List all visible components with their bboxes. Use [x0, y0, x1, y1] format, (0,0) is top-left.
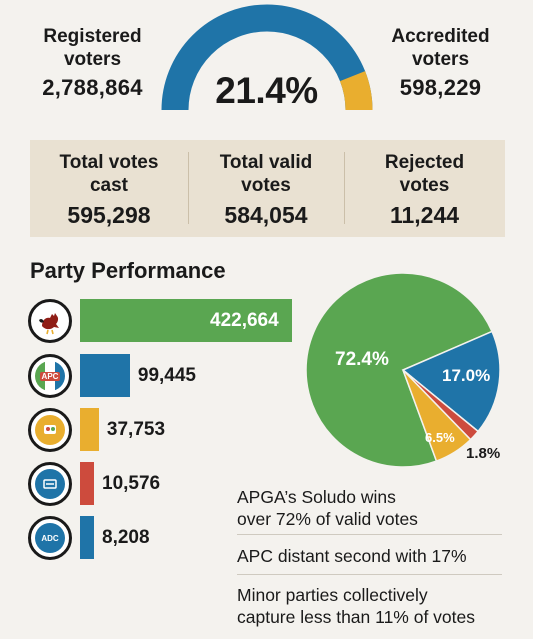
turnout-percent: 21.4%	[215, 70, 318, 111]
gauge-track	[161, 4, 373, 111]
bar-value-label: 37,753	[106, 419, 166, 440]
bar	[80, 516, 94, 559]
accredited-voters-value: 598,229	[399, 75, 482, 100]
band-divider	[344, 152, 345, 224]
section-title: Party Performance	[30, 258, 226, 283]
party-logo-mark	[43, 479, 57, 489]
totals-band: Total votes cast 595,298 Total valid vot…	[30, 140, 505, 237]
total-valid-votes: Total valid votes 584,054	[188, 140, 344, 237]
pie-slice	[401, 330, 501, 433]
total-valid-votes-value: 584,054	[224, 202, 308, 228]
bar	[80, 354, 130, 397]
bar	[80, 408, 99, 451]
accredited-voters-label: Accredited voters	[391, 26, 490, 70]
total-votes-cast-value: 595,298	[67, 202, 151, 228]
adc-logo-text: ADC	[41, 533, 59, 543]
pie-slice	[305, 272, 494, 468]
rooster-icon-shape	[39, 313, 59, 335]
party-logo-icon	[28, 462, 72, 506]
apc-logo-icon: APC	[28, 354, 72, 398]
bar-value-label: 8,208	[102, 527, 150, 548]
rooster-icon	[28, 299, 72, 343]
turnout-gauge	[161, 4, 373, 111]
vote-share-pie	[305, 272, 501, 468]
rejected-votes-label: Rejected votes	[384, 152, 465, 196]
registered-voters: Registered voters 2,788,864	[25, 25, 160, 101]
pie-label: 17.0%	[442, 366, 491, 385]
rejected-votes: Rejected votes 11,244	[344, 140, 505, 237]
pie-label: 1.8%	[466, 445, 501, 462]
total-votes-cast-label: Total votes cast	[59, 152, 159, 196]
pie-label: 72.4%	[335, 349, 389, 370]
bar	[80, 299, 292, 342]
note-divider	[237, 534, 502, 535]
total-votes-cast: Total votes cast 595,298	[30, 140, 188, 237]
note: APGA’s Soludo wins over 72% of valid vot…	[237, 487, 418, 529]
note-divider	[237, 574, 502, 575]
bar-value-label: 422,664	[210, 310, 279, 331]
registered-voters-label: Registered voters	[43, 26, 142, 70]
pie-label: 6.5%	[425, 430, 455, 445]
accredited-voters: Accredited voters 598,229	[373, 25, 508, 101]
gauge-fill	[339, 71, 373, 111]
bar-value-label: 99,445	[137, 365, 196, 386]
party-logo-mark	[44, 425, 56, 434]
rejected-votes-value: 11,244	[389, 202, 460, 228]
party-logo-icon	[28, 408, 72, 452]
total-valid-votes-label: Total valid votes	[219, 152, 313, 196]
bar-value-label: 10,576	[102, 473, 161, 494]
pie-slice	[402, 369, 472, 463]
band-divider	[188, 152, 189, 224]
bar	[80, 462, 94, 505]
note: APC distant second with 17%	[237, 546, 467, 566]
apc-logo-text: APC	[39, 371, 61, 381]
adc-logo-icon: ADC	[28, 516, 72, 560]
registered-voters-value: 2,788,864	[42, 75, 143, 100]
note: Minor parties collectively capture less …	[237, 585, 476, 627]
